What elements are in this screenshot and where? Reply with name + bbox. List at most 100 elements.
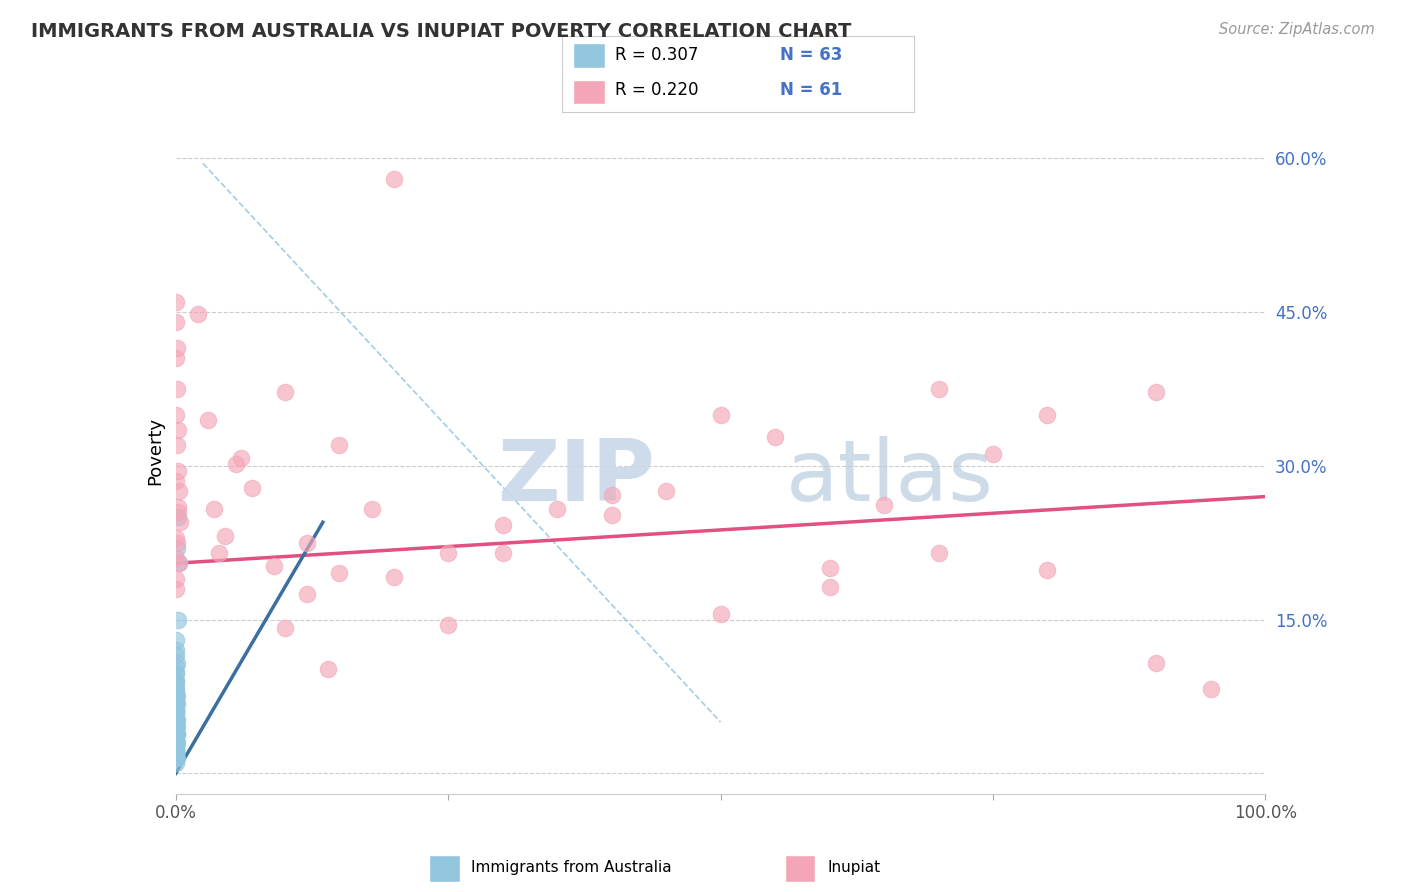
Point [165,744,187,758]
Point [165,717,187,731]
Point [1036,408,1059,422]
Point [165,705,187,719]
Point [165,727,187,741]
Point [165,705,187,719]
Point [165,705,187,719]
Text: Inupiat: Inupiat [827,860,880,875]
Point [165,695,187,709]
Point [166,341,188,355]
Point [546,502,568,516]
Point [382,171,405,186]
Point [655,484,678,499]
Point [328,438,350,452]
Point [1036,563,1059,577]
Point [165,582,187,596]
Point [165,736,187,750]
Point [165,315,187,329]
FancyBboxPatch shape [574,79,605,104]
Point [165,751,187,765]
Text: Immigrants from Australia: Immigrants from Australia [471,860,672,875]
Point [318,662,340,676]
Point [382,569,405,583]
Point [710,408,733,422]
Point [763,430,786,444]
Point [165,725,187,739]
Point [600,487,623,501]
Point [165,695,187,709]
Point [166,464,188,478]
Point [165,751,187,765]
Point [873,498,896,512]
Point [165,665,187,680]
Point [166,736,188,750]
Text: Source: ZipAtlas.com: Source: ZipAtlas.com [1219,22,1375,37]
Point [166,713,188,727]
Point [166,382,188,396]
Point [165,674,187,689]
Point [165,756,187,771]
Point [165,713,187,727]
Point [231,450,253,465]
Point [165,747,187,762]
Point [166,697,188,711]
Point [166,690,188,704]
Point [928,546,950,560]
Text: R = 0.307: R = 0.307 [616,46,699,64]
Point [167,556,190,570]
Point [225,457,247,471]
Text: R = 0.220: R = 0.220 [616,81,699,99]
Point [165,474,187,488]
Point [166,535,188,549]
Point [166,727,188,741]
Point [492,518,515,533]
Text: N = 63: N = 63 [780,46,842,64]
Point [165,717,187,731]
Point [166,541,188,555]
Point [165,727,187,741]
Point [1199,682,1222,697]
Point [165,736,187,750]
Point [274,384,297,399]
Point [165,740,187,755]
FancyBboxPatch shape [429,855,460,881]
Text: IMMIGRANTS FROM AUSTRALIA VS INUPIAT POVERTY CORRELATION CHART: IMMIGRANTS FROM AUSTRALIA VS INUPIAT POV… [31,22,851,41]
Point [166,720,188,734]
Point [360,502,382,516]
Point [165,686,187,700]
Point [167,500,190,514]
Point [274,621,297,635]
Point [928,382,950,396]
Point [165,674,187,689]
Point [165,633,187,648]
Point [165,679,187,693]
Point [492,546,515,560]
Point [437,617,460,632]
Point [165,713,187,727]
Point [165,665,187,680]
Point [165,710,187,724]
Text: N = 61: N = 61 [780,81,842,99]
Point [263,559,285,574]
Point [437,546,460,560]
Point [166,727,188,741]
Point [167,423,190,437]
Point [600,508,623,522]
Point [167,484,190,499]
Point [166,613,188,627]
Point [818,580,841,594]
Point [165,551,187,566]
Point [202,502,225,516]
Point [165,744,187,758]
Text: ZIP: ZIP [498,436,655,519]
Point [208,546,231,560]
Point [165,733,187,747]
Point [165,740,187,755]
Point [165,725,187,739]
Point [165,572,187,586]
Point [165,736,187,750]
Point [165,744,187,758]
Y-axis label: Poverty: Poverty [146,417,165,484]
Point [295,535,318,549]
Point [165,703,187,717]
Point [165,703,187,717]
